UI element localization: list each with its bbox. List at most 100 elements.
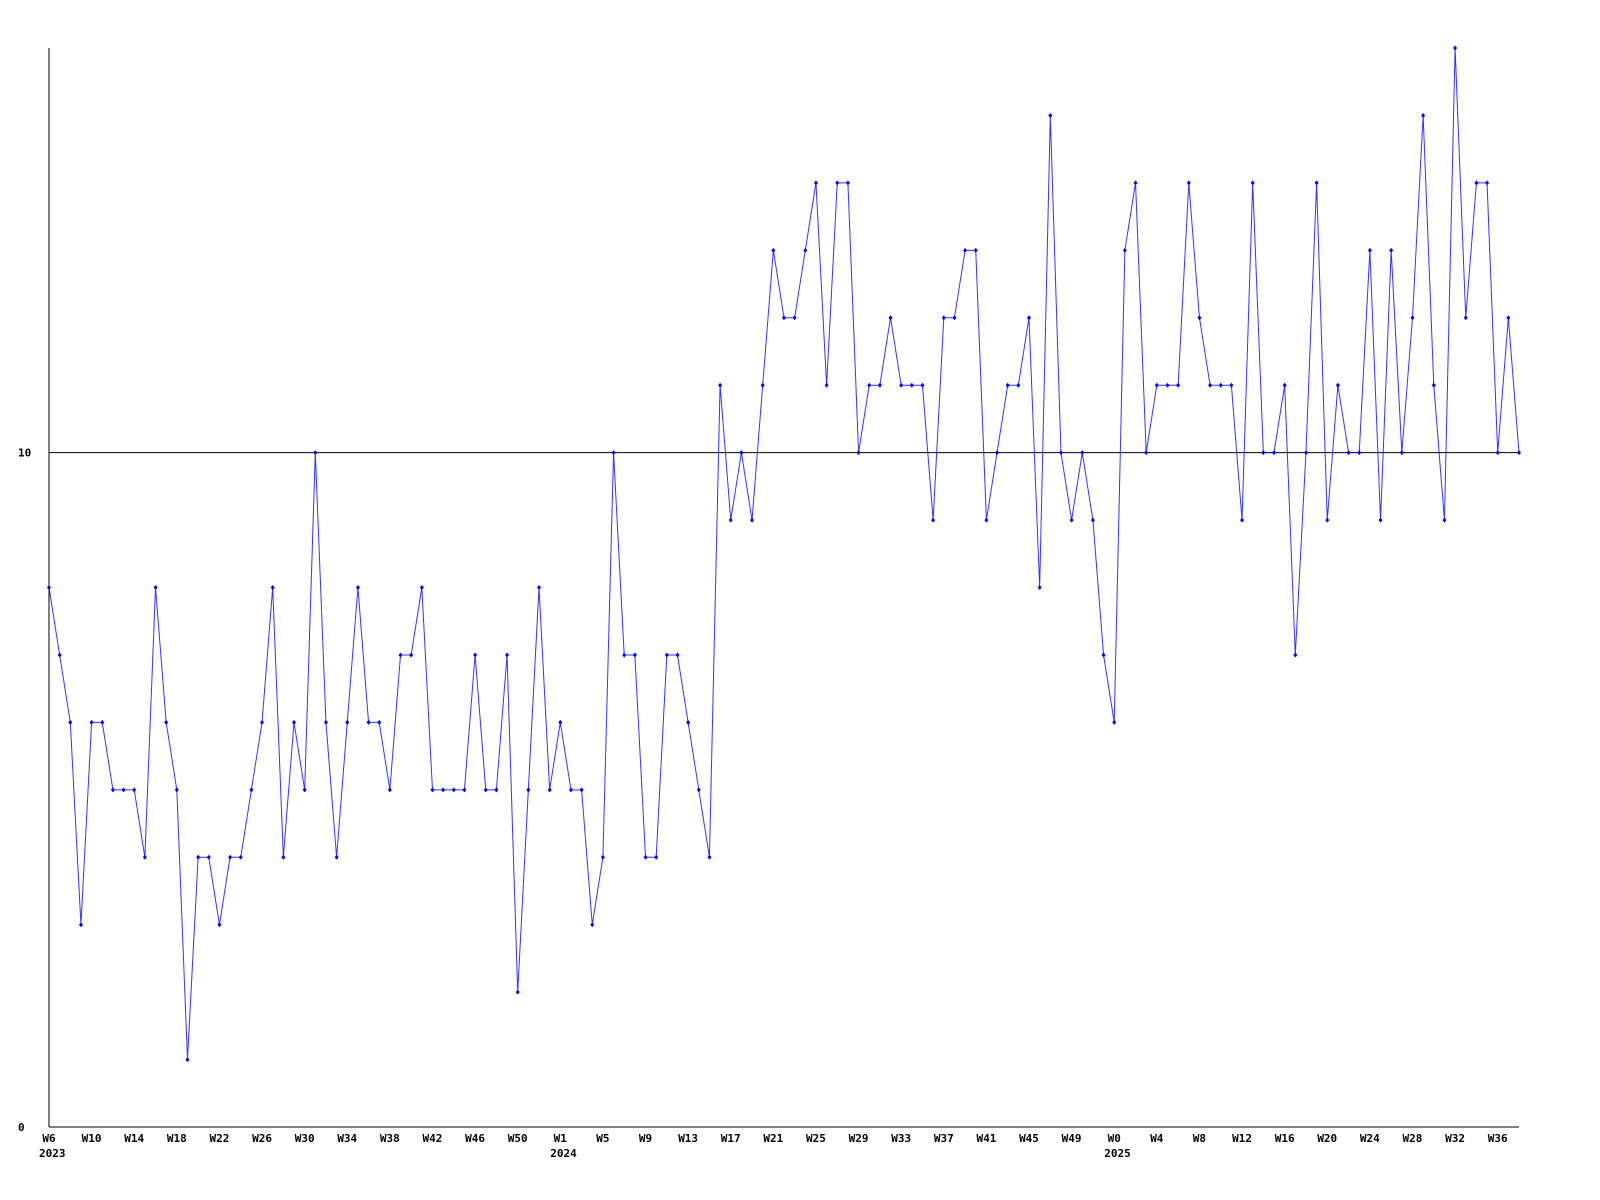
x-tick-label: W22 <box>209 1132 229 1145</box>
data-point <box>409 652 414 658</box>
data-point <box>505 652 510 658</box>
data-point <box>792 315 797 321</box>
data-point <box>1229 382 1234 388</box>
data-point <box>1197 315 1202 321</box>
x-tick-label: W6 2023 <box>39 1132 66 1160</box>
x-tick-label: W30 <box>295 1132 315 1145</box>
data-point <box>47 585 51 590</box>
data-point <box>1080 450 1085 456</box>
data-point <box>707 854 712 860</box>
data-line <box>48 47 1520 1060</box>
data-point <box>1463 315 1468 321</box>
data-point <box>877 382 882 388</box>
data-point <box>952 315 957 321</box>
x-tick-label: W38 <box>380 1132 400 1145</box>
data-point <box>920 382 925 388</box>
data-point <box>1517 450 1521 456</box>
x-tick-label: W13 <box>678 1132 698 1145</box>
data-point <box>1101 652 1106 658</box>
data-point <box>1453 45 1458 51</box>
data-point <box>1154 382 1159 388</box>
data-point <box>68 719 73 725</box>
x-tick-label: W34 <box>337 1132 357 1145</box>
data-point <box>270 585 275 590</box>
data-point <box>494 787 499 793</box>
data-point <box>377 719 382 725</box>
y-tick-label: 0 <box>18 1121 25 1134</box>
data-point <box>302 787 307 793</box>
data-point <box>398 652 403 658</box>
data-point <box>590 922 595 928</box>
data-point <box>78 922 83 928</box>
data-point <box>867 382 872 388</box>
data-point <box>57 652 62 658</box>
data-point <box>1389 247 1394 253</box>
data-point <box>441 787 446 793</box>
data-point <box>909 382 914 388</box>
data-point <box>110 787 115 793</box>
data-point <box>451 787 456 793</box>
data-point <box>1272 450 1276 456</box>
x-tick-label: W9 <box>639 1132 652 1145</box>
data-point <box>1303 450 1308 456</box>
x-tick-label: W42 <box>423 1132 443 1145</box>
data-point <box>430 787 435 793</box>
data-point <box>196 854 201 860</box>
x-tick-label: W1 2024 <box>550 1132 577 1160</box>
x-tick-label: W16 <box>1275 1132 1295 1145</box>
data-point <box>238 854 243 860</box>
data-point <box>1378 517 1383 523</box>
data-point <box>1421 112 1426 118</box>
data-point <box>1069 517 1074 523</box>
data-point <box>132 787 137 793</box>
data-point <box>1346 450 1351 456</box>
data-point <box>1165 382 1170 388</box>
data-point <box>334 854 339 860</box>
data-point <box>931 517 936 523</box>
data-point <box>1250 180 1255 186</box>
x-tick-label: W8 <box>1193 1132 1206 1145</box>
x-tick-label: W33 <box>891 1132 911 1145</box>
data-point <box>845 180 850 186</box>
data-point <box>782 315 786 321</box>
data-point <box>941 315 946 321</box>
data-point <box>174 787 179 793</box>
data-point <box>1282 382 1287 388</box>
data-point <box>718 382 723 388</box>
x-tick-label: W17 <box>721 1132 741 1145</box>
x-tick-label: W0 2025 <box>1104 1132 1131 1160</box>
data-point <box>632 652 637 658</box>
x-tick-label: W50 <box>508 1132 528 1145</box>
data-point <box>1016 382 1021 388</box>
data-point <box>686 719 691 725</box>
data-point <box>568 787 573 793</box>
data-point <box>803 247 808 253</box>
data-point <box>1176 382 1181 388</box>
data-point <box>1240 517 1245 523</box>
data-point <box>217 922 222 928</box>
data-point <box>228 854 233 860</box>
data-point <box>1506 315 1511 321</box>
data-point <box>1058 450 1063 456</box>
x-tick-label: W24 <box>1360 1132 1380 1145</box>
x-tick-label: W28 <box>1403 1132 1423 1145</box>
x-tick-label: W36 <box>1488 1132 1508 1145</box>
data-point <box>1314 180 1319 186</box>
x-tick-label: W5 <box>596 1132 609 1145</box>
data-point <box>387 787 392 793</box>
x-tick-label: W4 <box>1150 1132 1164 1145</box>
data-point <box>483 787 488 793</box>
data-point <box>760 382 765 388</box>
data-point <box>185 1057 190 1063</box>
data-point <box>675 652 680 658</box>
data-point <box>600 854 605 860</box>
x-tick-label: W37 <box>934 1132 954 1145</box>
data-point <box>1410 315 1415 321</box>
data-point <box>1293 652 1298 658</box>
data-point <box>899 382 904 388</box>
data-point <box>366 719 371 725</box>
data-point <box>824 382 829 388</box>
data-point <box>1335 382 1340 388</box>
data-point <box>888 315 893 321</box>
